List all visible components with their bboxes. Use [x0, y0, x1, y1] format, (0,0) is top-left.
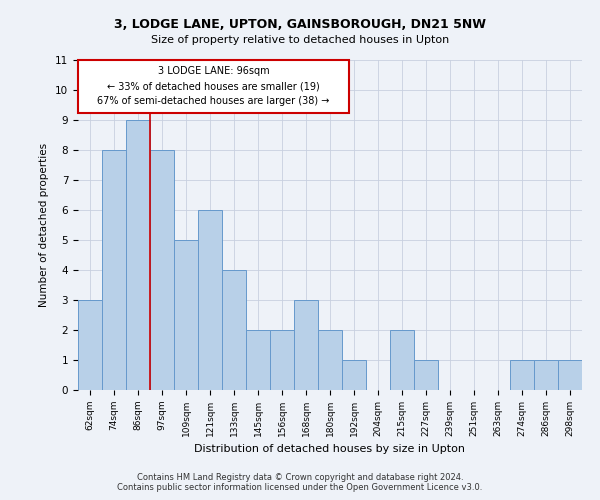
Bar [246, 330, 270, 390]
Bar [534, 360, 558, 390]
Bar [318, 330, 342, 390]
Text: ← 33% of detached houses are smaller (19): ← 33% of detached houses are smaller (19… [107, 82, 320, 92]
Y-axis label: Number of detached properties: Number of detached properties [40, 143, 49, 307]
Bar [174, 240, 198, 390]
Bar [294, 300, 318, 390]
Text: 3, LODGE LANE, UPTON, GAINSBOROUGH, DN21 5NW: 3, LODGE LANE, UPTON, GAINSBOROUGH, DN21… [114, 18, 486, 30]
Bar [510, 360, 534, 390]
Bar [558, 360, 582, 390]
Text: Size of property relative to detached houses in Upton: Size of property relative to detached ho… [151, 35, 449, 45]
Bar [198, 210, 222, 390]
X-axis label: Distribution of detached houses by size in Upton: Distribution of detached houses by size … [194, 444, 466, 454]
Bar [342, 360, 366, 390]
Bar [78, 300, 102, 390]
Text: Contains HM Land Registry data © Crown copyright and database right 2024.
Contai: Contains HM Land Registry data © Crown c… [118, 473, 482, 492]
Text: 3 LODGE LANE: 96sqm: 3 LODGE LANE: 96sqm [158, 66, 269, 76]
Bar [414, 360, 438, 390]
Bar [390, 330, 414, 390]
Bar [102, 150, 126, 390]
Bar [150, 150, 174, 390]
Bar [126, 120, 150, 390]
Bar [270, 330, 294, 390]
Bar [78, 60, 349, 112]
Bar [222, 270, 246, 390]
Text: 67% of semi-detached houses are larger (38) →: 67% of semi-detached houses are larger (… [97, 96, 330, 106]
